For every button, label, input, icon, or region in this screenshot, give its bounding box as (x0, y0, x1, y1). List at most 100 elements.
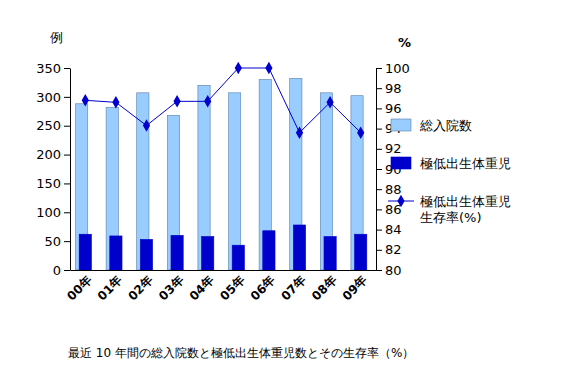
tick-mark (64, 126, 70, 127)
tick-label: 50 (44, 234, 61, 249)
legend-marker (397, 195, 404, 207)
tick-mark (64, 68, 70, 69)
y-axis-title: 例 (50, 30, 63, 45)
legend: 総入院数極低出生体重児極低出生体重児生存率(%) (388, 118, 511, 225)
tick-label: 82 (385, 242, 402, 257)
tick-label: 88 (385, 182, 402, 197)
tick-mark (376, 209, 382, 210)
tick: 04年 (187, 270, 217, 303)
tick-mark (376, 149, 382, 150)
tick-label: 300 (36, 90, 61, 105)
tick: 50 (44, 234, 70, 249)
y-axis: 0 50 100 150 200 250 300 350 (36, 61, 70, 278)
tick: 82 (376, 242, 402, 257)
bar (140, 239, 152, 270)
y2-axis-title: % (398, 35, 411, 50)
bar (110, 236, 122, 270)
tick: 03年 (156, 270, 186, 303)
bar (79, 234, 91, 270)
legend-item: 極低出生体重児 (391, 156, 511, 171)
marker (296, 126, 303, 138)
tick-label: 02年 (125, 273, 155, 303)
tick: 350 (36, 61, 70, 76)
tick-label: 06年 (248, 273, 278, 303)
bar (355, 234, 367, 270)
tick: 00年 (64, 270, 94, 303)
tick-mark (64, 183, 70, 184)
legend-label: 極低出生体重児生存率(%) (420, 194, 511, 225)
tick-label: 350 (36, 61, 61, 76)
bar (263, 231, 275, 270)
tick: 98 (376, 81, 402, 96)
marker (265, 62, 272, 74)
bar (202, 237, 214, 270)
tick-label: 07年 (278, 273, 308, 303)
tick: 84 (376, 222, 402, 237)
axis-line (70, 69, 71, 271)
tick-mark (376, 169, 382, 170)
tick-label: 0 (53, 263, 61, 278)
tick-label: 08年 (309, 273, 339, 303)
tick-mark (64, 97, 70, 98)
tick-label: 80 (385, 263, 402, 278)
tick-mark (376, 189, 382, 190)
tick: 88 (376, 182, 402, 197)
legend-item: 極低出生体重児生存率(%) (388, 194, 511, 225)
tick-mark (376, 88, 382, 89)
tick-label: 86 (385, 202, 402, 217)
marker (112, 96, 119, 108)
tick: 200 (36, 147, 70, 162)
tick-label: 09年 (340, 273, 370, 303)
x-axis: 00年01年02年03年04年05年06年07年08年09年 (64, 270, 376, 303)
tick-mark (376, 129, 382, 130)
tick-mark (376, 68, 382, 69)
tick-label: 100 (385, 61, 410, 76)
tick: 150 (36, 176, 70, 191)
tick: 96 (376, 101, 402, 116)
bar (229, 93, 241, 270)
tick-label: 96 (385, 101, 402, 116)
tick-label: 100 (36, 205, 61, 220)
bar (293, 225, 305, 270)
tick-label: 200 (36, 147, 61, 162)
bar (324, 237, 336, 270)
marker (357, 126, 364, 138)
tick-label: 03年 (156, 273, 186, 303)
tick-mark (64, 241, 70, 242)
tick-mark (64, 270, 70, 271)
tick-label: 150 (36, 176, 61, 191)
tick: 09年 (340, 270, 370, 303)
tick-mark (64, 212, 70, 213)
tick-mark (376, 250, 382, 251)
tick-label: 00年 (64, 273, 94, 303)
tick: 05年 (217, 270, 247, 303)
markers (82, 62, 365, 139)
tick: 06年 (248, 270, 278, 303)
legend-swatch (391, 157, 411, 169)
marker (204, 95, 211, 107)
tick-label: 98 (385, 81, 402, 96)
tick: 80 (376, 263, 402, 278)
tick: 07年 (278, 270, 308, 303)
legend-item: 総入院数 (391, 118, 472, 133)
bar-series (79, 225, 367, 270)
tick-mark (376, 270, 382, 271)
bar (171, 235, 183, 270)
marker (82, 94, 89, 106)
tick-label: 250 (36, 118, 61, 133)
tick: 300 (36, 90, 70, 105)
bar (232, 245, 244, 270)
tick: 01年 (95, 270, 125, 303)
marker (326, 96, 333, 108)
tick: 100 (36, 205, 70, 220)
tick-label: 92 (385, 141, 402, 156)
tick: 0 (53, 263, 70, 278)
line (85, 68, 360, 133)
marker (173, 95, 180, 107)
tick-label: 05年 (217, 273, 247, 303)
tick-mark (64, 155, 70, 156)
tick: 92 (376, 141, 402, 156)
tick-label: 01年 (95, 273, 125, 303)
tick: 250 (36, 118, 70, 133)
tick: 100 (376, 61, 410, 76)
